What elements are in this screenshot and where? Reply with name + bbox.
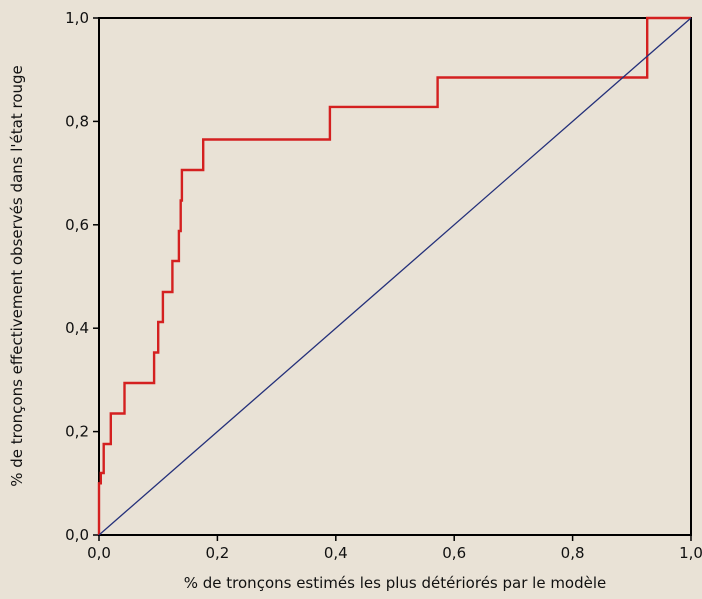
y-tick-label: 0,2 [65,423,89,441]
y-tick-label: 0,8 [65,112,89,130]
x-tick-label: 0,8 [561,544,585,562]
y-tick-label: 1,0 [65,9,89,27]
x-tick-label: 0,0 [87,544,111,562]
y-tick-label: 0,0 [65,526,89,544]
y-tick-label: 0,6 [65,216,89,234]
tick-group: 0,0 0,2 0,4 0,6 0,8 1,0 0,0 0,2 0,4 0,6 0,8 1,0 [65,9,702,562]
x-axis-label: % de tronçons estimés les plus détérioré… [184,574,607,592]
plot-area-frame [98,17,692,536]
x-tick-label: 0,6 [442,544,466,562]
x-tick-label: 0,2 [205,544,229,562]
y-tick-label: 0,4 [65,319,89,337]
series-group [97,16,692,536]
x-tick-label: 0,4 [324,544,348,562]
diagonal-reference-line [98,17,692,536]
model-step-curve [97,16,691,535]
x-tick-label: 1,0 [679,544,702,562]
y-axis-label: % de tronçons effectivement observés dan… [8,65,26,487]
